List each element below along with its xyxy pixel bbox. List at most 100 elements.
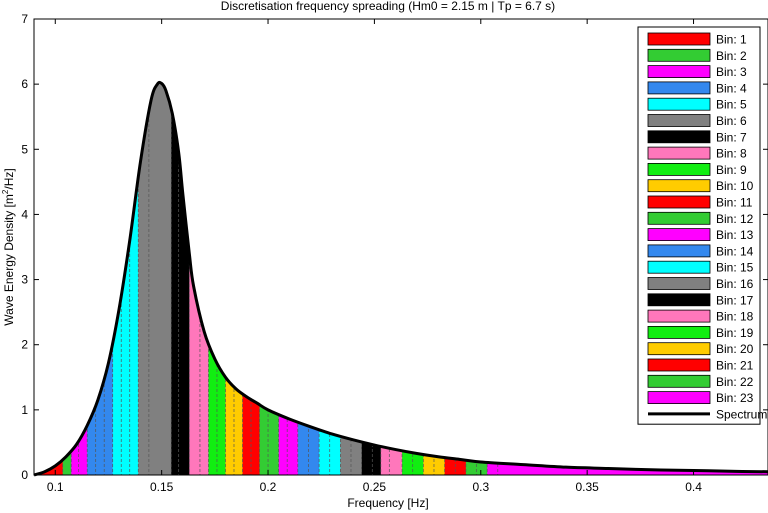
bin-strip <box>487 82 499 475</box>
legend-label: Bin: 11 <box>716 196 753 210</box>
x-tick-label: 0.2 <box>260 480 277 494</box>
bin-strip <box>402 82 414 475</box>
bin-strip <box>208 82 218 475</box>
y-axis-label-main: Wave Energy Density [m <box>2 194 16 326</box>
legend: Bin: 1 Bin: 2 Bin: 3 Bin: 4 Bin: 5 Bin: 6 Bin:… <box>637 26 767 425</box>
x-tick-label: 0.25 <box>363 480 387 494</box>
y-tick-label: 7 <box>21 12 28 26</box>
bin-strip <box>278 82 288 475</box>
legend-label: Bin: 14 <box>716 244 754 258</box>
bin-strip <box>361 82 373 475</box>
x-tick-label: 0.15 <box>150 480 174 494</box>
legend-label: Bin: 12 <box>716 212 754 226</box>
legend-swatch <box>647 211 711 225</box>
legend-swatch <box>647 342 711 356</box>
y-tick-label: 2 <box>21 338 28 352</box>
x-tick-label: 0.3 <box>472 480 489 494</box>
bin-strip <box>34 82 56 475</box>
legend-swatch <box>647 293 711 307</box>
bin-strip <box>129 82 139 475</box>
y-tick-label: 3 <box>21 273 28 287</box>
bin-strip <box>138 82 150 475</box>
bin-strip <box>380 82 390 475</box>
legend-swatch <box>647 146 711 160</box>
bin-strip <box>62 82 72 475</box>
bin-strip <box>251 82 261 475</box>
x-tick-label: 0.4 <box>685 480 702 494</box>
bin-strip <box>412 82 424 475</box>
bin-strip <box>444 82 456 475</box>
bin-strip <box>121 82 131 475</box>
chart-title: Discretisation frequency spreading (Hm0 … <box>221 0 555 13</box>
legend-swatch <box>647 358 711 372</box>
legend-swatch <box>647 260 711 274</box>
bin-strip <box>178 82 190 475</box>
x-tick-label: 0.1 <box>47 480 64 494</box>
y-axis-label: Wave Energy Density [m2/Hz] <box>1 168 16 325</box>
bin-strip <box>112 82 122 475</box>
legend-label: Bin: 15 <box>716 261 754 275</box>
bin-strip <box>389 82 403 475</box>
legend-label: Bin: 16 <box>716 277 754 291</box>
legend-label: Bin: 20 <box>716 342 754 356</box>
legend-swatch <box>647 32 711 46</box>
bin-strip <box>465 82 478 475</box>
legend-label: Bin: 3 <box>716 65 747 79</box>
y-axis-label-end: /Hz] <box>2 168 16 189</box>
bin-strip <box>433 82 446 475</box>
legend-swatch <box>647 391 711 405</box>
bin-strip <box>95 82 105 475</box>
bin-strip <box>455 82 467 475</box>
legend-label: Bin: 10 <box>716 179 754 193</box>
bin-strip <box>189 82 201 475</box>
bin-strip <box>329 82 341 475</box>
legend-swatch <box>647 309 711 323</box>
legend-swatch <box>647 114 711 127</box>
y-tick-label: 0 <box>21 468 28 482</box>
legend-swatch <box>647 48 711 62</box>
bin-strip <box>71 82 80 475</box>
bin-strip <box>216 82 227 475</box>
bin-strip <box>287 82 299 475</box>
bin-strip <box>319 82 331 475</box>
y-tick-label: 5 <box>21 142 28 156</box>
legend-label: Bin: 13 <box>716 228 754 242</box>
legend-swatch <box>647 81 711 95</box>
plot-frame <box>33 18 768 476</box>
legend-label: Bin: 8 <box>716 147 747 161</box>
bin-strip <box>78 82 88 475</box>
bin-strip <box>351 82 363 475</box>
legend-swatch <box>647 244 711 258</box>
legend-label: Bin: 2 <box>716 49 747 63</box>
x-tick-label: 0.35 <box>575 480 599 494</box>
legend-label: Bin: 7 <box>716 130 747 144</box>
legend-label: Bin: 17 <box>716 293 754 307</box>
legend-swatch <box>647 97 711 111</box>
legend-label: Bin: 6 <box>716 114 747 128</box>
x-axis-label: Frequency [Hz] <box>347 496 428 510</box>
legend-swatch <box>647 325 711 339</box>
legend-label-spectrum: Spectrum <box>716 407 767 421</box>
bin-strip <box>199 82 210 475</box>
legend-label: Bin: 18 <box>716 310 754 324</box>
bin-strip <box>372 82 382 475</box>
legend-label: Bin: 19 <box>716 326 754 340</box>
legend-swatch <box>647 195 711 209</box>
legend-swatch <box>647 179 711 193</box>
legend-swatch <box>647 130 711 144</box>
bin-strip <box>476 82 488 475</box>
bin-strip <box>104 82 114 475</box>
legend-swatch <box>647 162 711 176</box>
bin-strip <box>148 82 172 475</box>
y-tick-label: 1 <box>21 403 28 417</box>
legend-label: Bin: 4 <box>716 81 747 95</box>
bin-strip <box>308 82 320 475</box>
bin-strip <box>55 82 64 475</box>
legend-swatch <box>647 374 711 388</box>
legend-label: Bin: 21 <box>716 359 754 373</box>
x-axis-ticks: 0.1 0.15 0.2 0.25 0.3 0.35 0.4 <box>47 19 702 494</box>
legend-label: Bin: 23 <box>716 391 754 405</box>
bin-strip <box>171 82 180 475</box>
legend-label: Bin: 1 <box>716 33 747 47</box>
